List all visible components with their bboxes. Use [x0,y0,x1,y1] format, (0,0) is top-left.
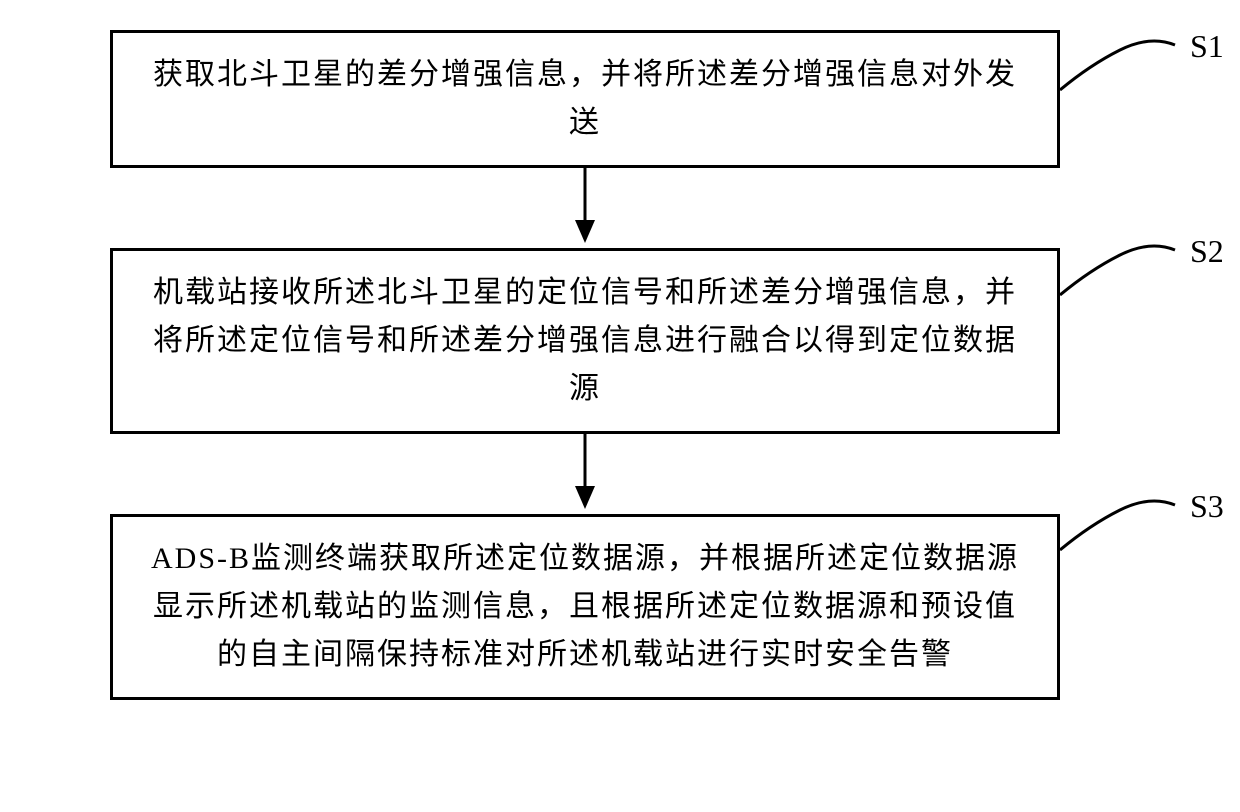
box-s2-text: 机载站接收所述北斗卫星的定位信号和所述差分增强信息，并将所述定位信号和所述差分增… [143,269,1027,413]
box-s3-text: ADS-B监测终端获取所述定位数据源，并根据所述定位数据源显示所述机载站的监测信… [143,535,1027,679]
arrow-s1-s2 [110,168,1060,248]
connector-curve-s2 [1060,235,1190,305]
flowchart-box-s1: 获取北斗卫星的差分增强信息，并将所述差分增强信息对外发送 [110,30,1060,168]
flowchart-container: 获取北斗卫星的差分增强信息，并将所述差分增强信息对外发送 S1 机载站接收所述北… [60,30,1180,700]
connector-curve-s3 [1060,490,1190,560]
flowchart-box-s3: ADS-B监测终端获取所述定位数据源，并根据所述定位数据源显示所述机载站的监测信… [110,514,1060,700]
connector-curve-s1 [1060,30,1190,100]
label-s2: S2 [1190,233,1224,270]
flowchart-box-s2: 机载站接收所述北斗卫星的定位信号和所述差分增强信息，并将所述定位信号和所述差分增… [110,248,1060,434]
label-s1: S1 [1190,28,1224,65]
label-s3: S3 [1190,488,1224,525]
arrow-s2-s3 [110,434,1060,514]
box-s1-text: 获取北斗卫星的差分增强信息，并将所述差分增强信息对外发送 [143,51,1027,147]
